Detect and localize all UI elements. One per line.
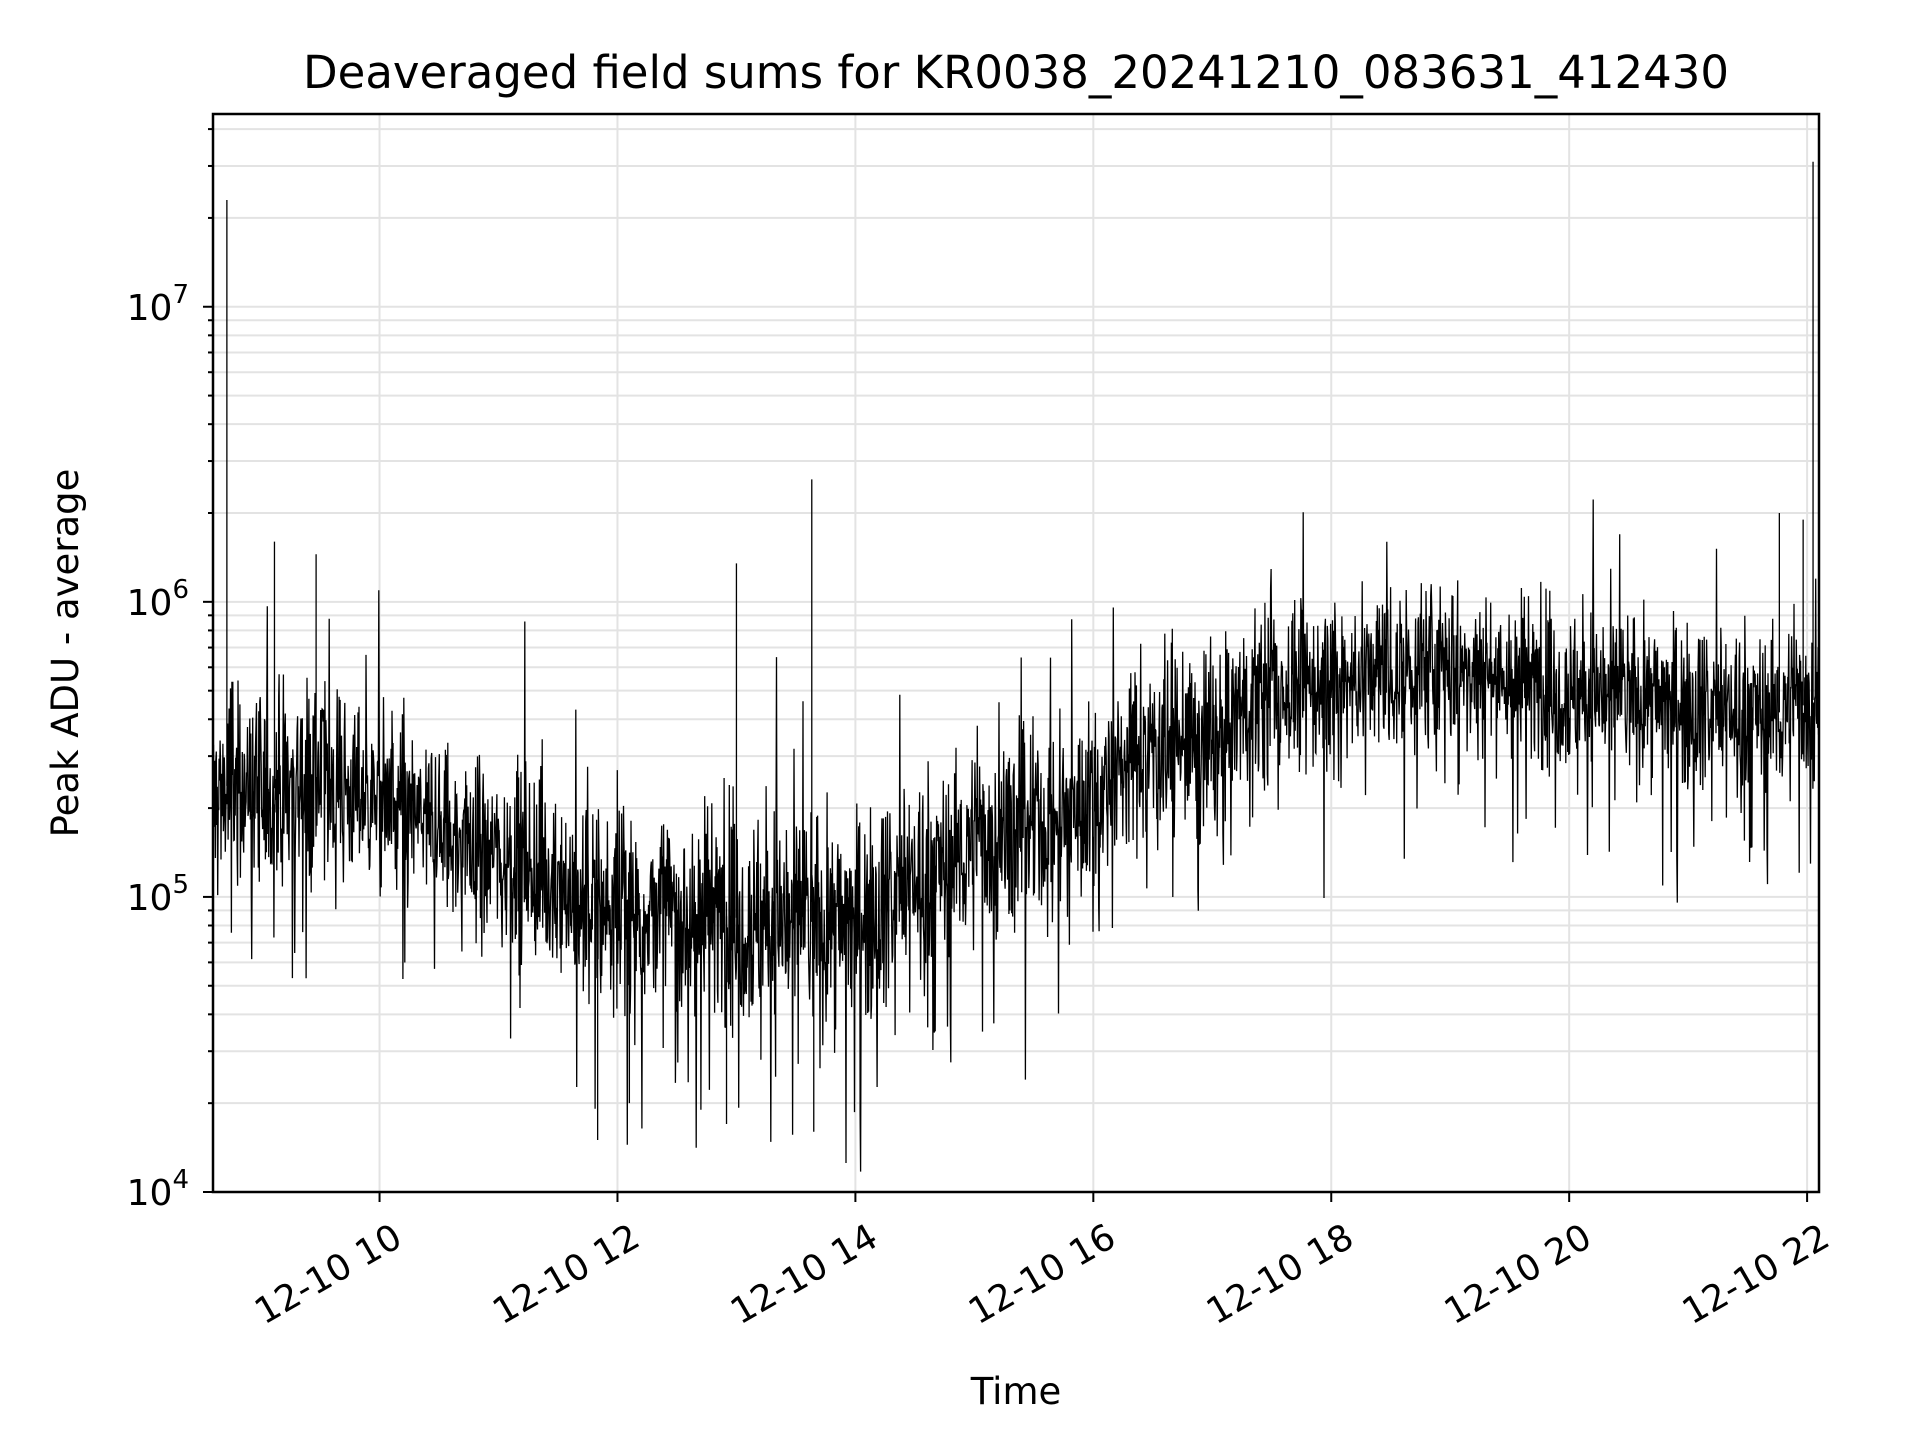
grid-layer — [213, 114, 1819, 1193]
y-tick-base: 10 — [127, 878, 173, 919]
y-tick-label: 107 — [127, 280, 189, 329]
y-tick-base: 10 — [127, 583, 173, 624]
y-tick-base: 10 — [127, 1173, 173, 1214]
y-tick-exponent: 4 — [172, 1165, 189, 1195]
series-line — [212, 499, 1820, 1172]
x-axis-label: Time — [970, 1370, 1062, 1413]
y-tick-exponent: 7 — [172, 280, 189, 310]
y-tick-label: 104 — [127, 1165, 189, 1214]
y-tick-label: 106 — [127, 575, 189, 624]
plot-frame — [211, 112, 1821, 1194]
series-layer — [212, 161, 1820, 1172]
y-tick-exponent: 5 — [172, 870, 189, 900]
y-tick-base: 10 — [127, 288, 173, 329]
y-tick-label: 105 — [127, 870, 189, 919]
chart-title: Deaveraged field sums for KR0038_2024121… — [303, 46, 1729, 99]
y-tick-exponent: 6 — [172, 575, 189, 605]
y-axis-label: Peak ADU - average — [44, 469, 87, 838]
